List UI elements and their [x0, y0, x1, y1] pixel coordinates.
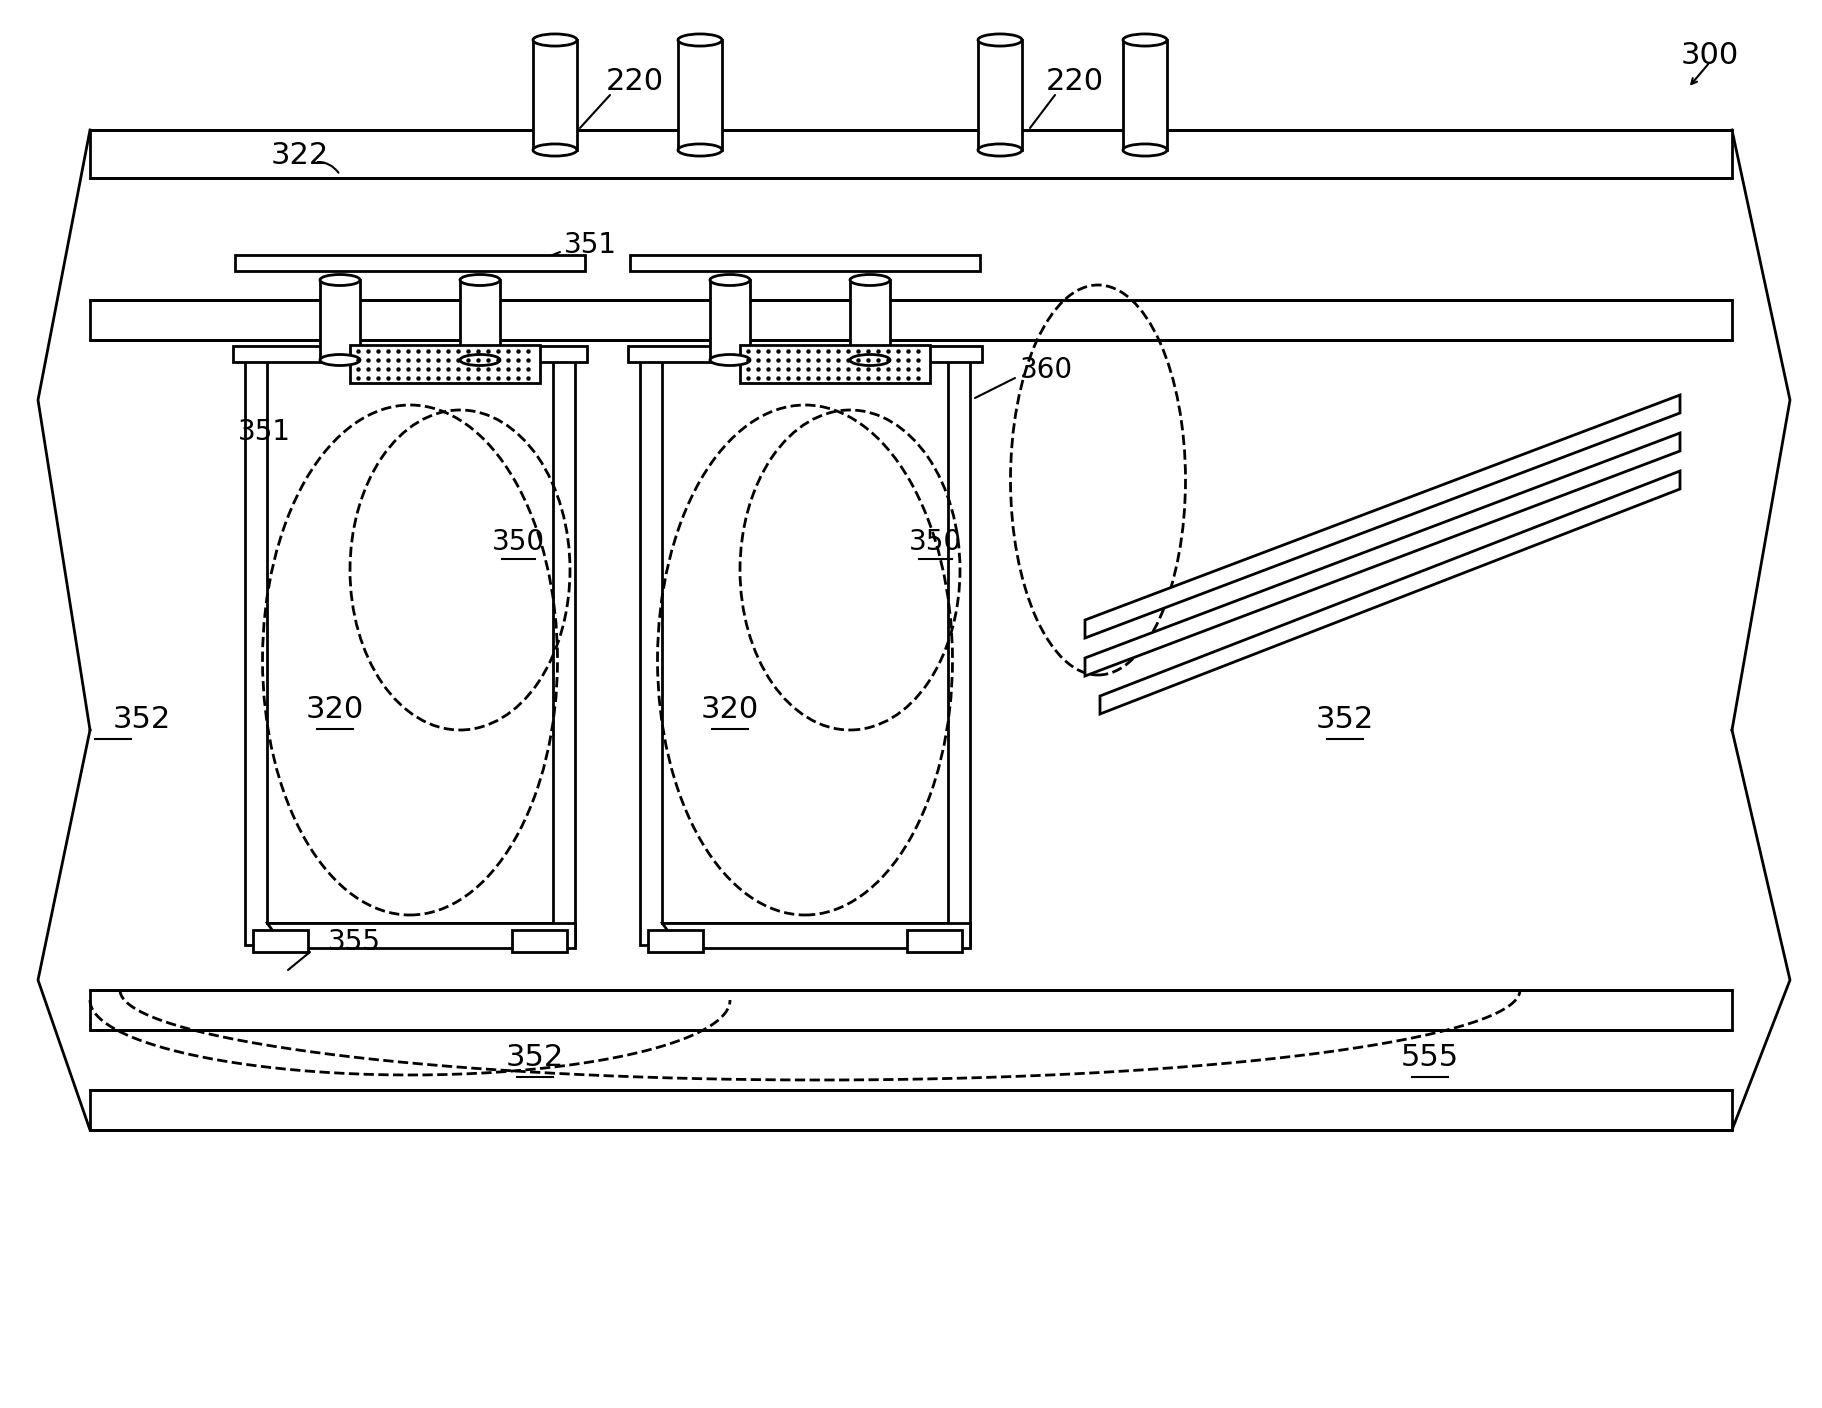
- Polygon shape: [1084, 396, 1680, 638]
- Text: 360: 360: [1020, 356, 1073, 384]
- Bar: [640, 355, 969, 945]
- Bar: [244, 355, 576, 945]
- Bar: [629, 346, 982, 362]
- Text: 220: 220: [607, 68, 663, 97]
- Ellipse shape: [459, 355, 499, 366]
- Ellipse shape: [678, 144, 722, 156]
- Text: 351: 351: [563, 231, 616, 259]
- Bar: [711, 280, 751, 360]
- Text: 300: 300: [1682, 41, 1740, 69]
- Ellipse shape: [678, 34, 722, 46]
- Polygon shape: [1100, 472, 1680, 714]
- Bar: [321, 280, 361, 360]
- Bar: [534, 39, 578, 151]
- Ellipse shape: [978, 34, 1022, 46]
- Text: 350: 350: [492, 528, 545, 556]
- Bar: [89, 300, 1733, 339]
- Ellipse shape: [978, 144, 1022, 156]
- Bar: [253, 931, 308, 952]
- Polygon shape: [1084, 434, 1680, 676]
- Bar: [235, 255, 585, 270]
- Ellipse shape: [459, 275, 499, 286]
- Bar: [978, 39, 1022, 151]
- Bar: [268, 355, 554, 924]
- Bar: [851, 280, 889, 360]
- Bar: [678, 39, 722, 151]
- Text: 320: 320: [701, 696, 760, 725]
- Bar: [630, 255, 980, 270]
- Ellipse shape: [851, 355, 889, 366]
- Ellipse shape: [711, 355, 751, 366]
- Bar: [89, 1090, 1733, 1131]
- Bar: [89, 130, 1733, 177]
- Bar: [661, 355, 947, 924]
- Polygon shape: [661, 924, 969, 948]
- Ellipse shape: [321, 355, 361, 366]
- Bar: [459, 280, 499, 360]
- Text: 352: 352: [113, 705, 171, 735]
- Ellipse shape: [851, 275, 889, 286]
- Text: 555: 555: [1401, 1043, 1459, 1073]
- Ellipse shape: [534, 34, 578, 46]
- Ellipse shape: [1122, 34, 1168, 46]
- Text: 220: 220: [1046, 68, 1104, 97]
- Text: 352: 352: [507, 1043, 565, 1073]
- Bar: [649, 931, 703, 952]
- Text: 350: 350: [909, 528, 962, 556]
- Bar: [350, 345, 539, 383]
- Bar: [1122, 39, 1168, 151]
- Ellipse shape: [321, 275, 361, 286]
- Polygon shape: [268, 924, 576, 948]
- Text: 322: 322: [271, 141, 330, 169]
- Bar: [89, 990, 1733, 1031]
- Text: 355: 355: [328, 928, 381, 956]
- Text: 352: 352: [1315, 705, 1374, 735]
- Bar: [740, 345, 929, 383]
- Ellipse shape: [1122, 144, 1168, 156]
- Text: 320: 320: [306, 696, 364, 725]
- Bar: [512, 931, 567, 952]
- Bar: [233, 346, 587, 362]
- Ellipse shape: [711, 275, 751, 286]
- Ellipse shape: [534, 144, 578, 156]
- Text: 351: 351: [239, 418, 292, 446]
- Bar: [907, 931, 962, 952]
